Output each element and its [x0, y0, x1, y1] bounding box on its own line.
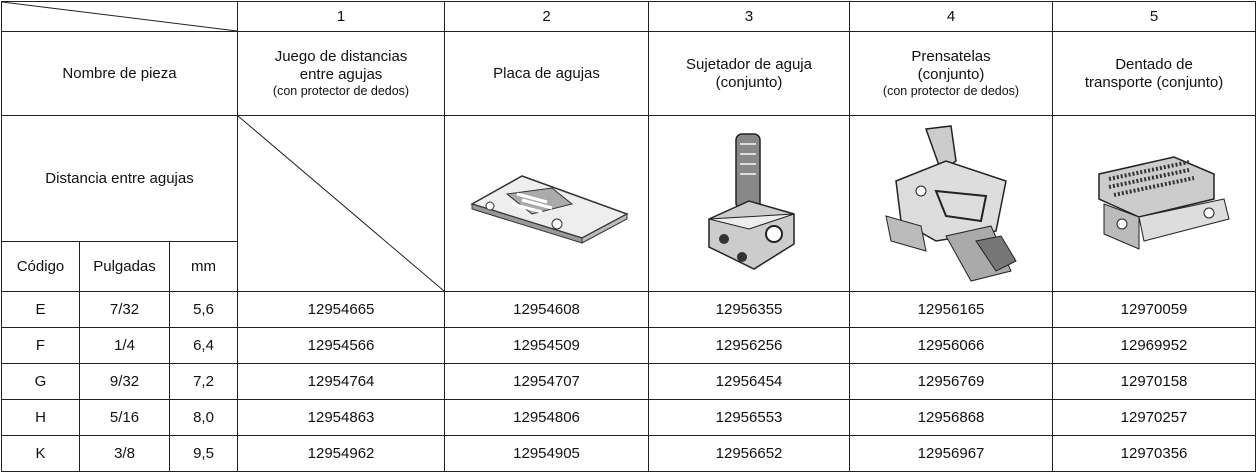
diagonal — [2, 2, 237, 31]
number-row: 1 2 3 4 5 — [0, 1, 1257, 32]
part-name-line: Sujetador de aguja — [686, 55, 812, 73]
gauge-cell: 3/8 — [79, 435, 170, 472]
sub-header: mm — [168, 241, 239, 292]
data-rows: E 7/32 5,6 12954665 12954608 12956355 12956165… — [1, 291, 1257, 472]
part-number: 12956454 — [648, 363, 851, 400]
part-name-note: (con protector de dedos) — [272, 84, 410, 98]
data-row: H 5/16 8,0 12954863 12954806 12956553 12956868… — [1, 399, 1257, 436]
part-number: 12970356 — [1052, 435, 1257, 472]
empty-image-cell — [237, 115, 446, 292]
part-name-line: Prensatelas — [911, 48, 991, 65]
needle-clamp-image — [708, 132, 795, 270]
part-name-label: Nombre de pieza — [0, 31, 239, 116]
data-row: K 3/8 9,5 12954962 12954905 12956652 12956967 1… — [1, 435, 1257, 472]
column-number: 2 — [444, 1, 650, 32]
part-number: 12954806 — [444, 399, 650, 436]
gauge-cell: 5,6 — [168, 291, 239, 328]
part-number: 12956066 — [849, 327, 1054, 364]
part-name-line: entre agujas — [299, 66, 383, 83]
part-number: 12954863 — [237, 399, 446, 436]
gauge-cell: H — [1, 399, 80, 436]
part-name-line: Placa de agujas — [493, 64, 600, 82]
part-number: 12956769 — [849, 363, 1054, 400]
part-number: 12954707 — [444, 363, 650, 400]
part-number: 12954905 — [444, 435, 650, 472]
data-row: E 7/32 5,6 12954665 12954608 12956355 12956165… — [1, 291, 1257, 328]
sub-header-row: Código Pulgadas mm — [1, 241, 1256, 292]
gauge-cell: 1/4 — [79, 327, 170, 364]
needle-plate-image — [469, 174, 629, 244]
image-cell — [849, 115, 1054, 292]
part-name-line: transporte (conjunto) — [1084, 73, 1224, 91]
column-number: 1 — [237, 1, 446, 32]
part-name-line: Dentado de — [1115, 55, 1193, 73]
part-number: 12956553 — [648, 399, 851, 436]
part-number: 12954962 — [237, 435, 446, 472]
corner-cell — [0, 1, 239, 32]
part-number: 12956355 — [648, 291, 851, 328]
data-row: G 9/32 7,2 12954764 12954707 12956454 12956769… — [1, 363, 1257, 400]
presser-foot-image — [885, 125, 1017, 282]
part-number: 12956967 — [849, 435, 1054, 472]
part-number: 12954608 — [444, 291, 650, 328]
column-number: 3 — [648, 1, 851, 32]
part-number: 12954509 — [444, 327, 650, 364]
image-cell — [1052, 115, 1257, 292]
names-row: Nombre de pieza Juego de distancias entre… — [0, 31, 1257, 116]
image-row: Distancia entre agujas — [0, 115, 1257, 292]
part-number: 12954566 — [237, 327, 446, 364]
column-number: 5 — [1052, 1, 1257, 32]
image-cell — [444, 115, 650, 292]
gauge-cell: 5/16 — [79, 399, 170, 436]
gauge-cell: K — [1, 435, 80, 472]
part-number: 12956868 — [849, 399, 1054, 436]
part-number: 12954764 — [237, 363, 446, 400]
gauge-cell: E — [1, 291, 80, 328]
gauge-cell: 6,4 — [168, 327, 239, 364]
image-cell — [648, 115, 851, 292]
gauge-cell: G — [1, 363, 80, 400]
gauge-cell: 7/32 — [79, 291, 170, 328]
part-name: Prensatelas (conjunto) (con protector de d… — [849, 31, 1054, 116]
part-name-line: (conjunto) — [715, 73, 783, 91]
part-number: 12956165 — [849, 291, 1054, 328]
feed-dog-image — [1098, 155, 1230, 250]
sub-header: Código — [1, 241, 80, 292]
part-name-note: (con protector de dedos) — [882, 84, 1020, 98]
part-number: 12970059 — [1052, 291, 1257, 328]
part-name: Juego de distancias entre agujas (con prot… — [237, 31, 446, 116]
part-name: Sujetador de aguja (conjunto) — [648, 31, 851, 116]
part-name-line: (conjunto) — [917, 66, 985, 83]
part-number: 12970158 — [1052, 363, 1257, 400]
part-name: Dentado de transporte (conjunto) — [1052, 31, 1257, 116]
gauge-cell: 9,5 — [168, 435, 239, 472]
part-number: 12969952 — [1052, 327, 1257, 364]
column-number: 4 — [849, 1, 1054, 32]
distance-label: Distancia entre agujas — [0, 115, 239, 242]
gauge-cell: F — [1, 327, 80, 364]
part-number: 12956652 — [648, 435, 851, 472]
part-number: 12954665 — [237, 291, 446, 328]
gauge-cell: 7,2 — [168, 363, 239, 400]
part-name-line: Juego de distancias — [274, 48, 408, 65]
gauge-cell: 9/32 — [79, 363, 170, 400]
gauge-cell: 8,0 — [168, 399, 239, 436]
sub-header: Pulgadas — [79, 241, 170, 292]
part-number: 12970257 — [1052, 399, 1257, 436]
diagonal — [238, 116, 444, 291]
part-name: Placa de agujas — [444, 31, 650, 116]
part-number: 12956256 — [648, 327, 851, 364]
data-row: F 1/4 6,4 12954566 12954509 12956256 12956066 1… — [1, 327, 1257, 364]
